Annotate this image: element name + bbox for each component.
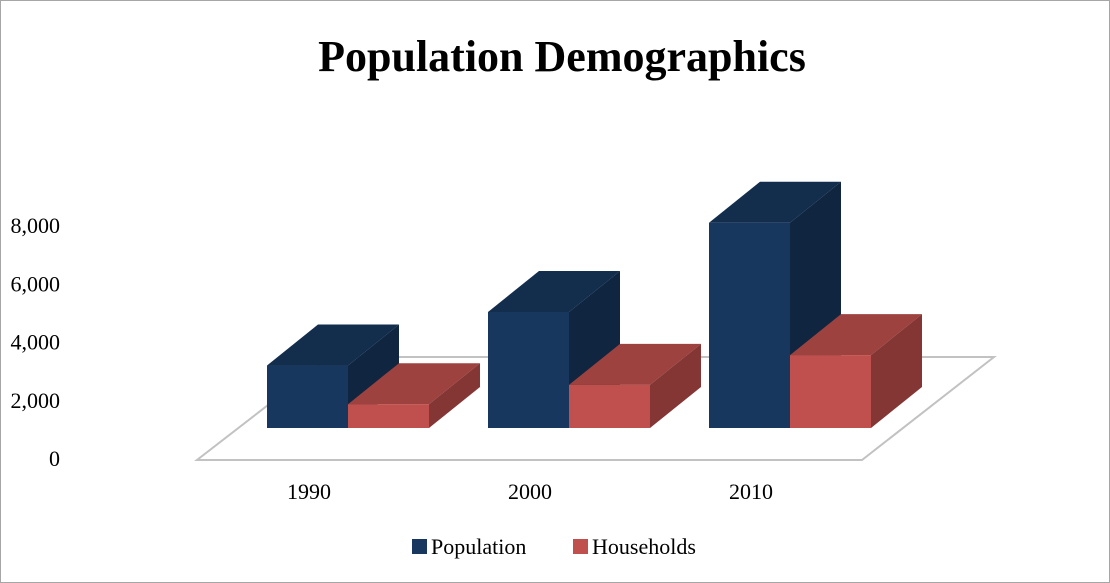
bar-front-face: [569, 384, 650, 428]
bar-households-1990: [348, 363, 480, 428]
bar-top-face: [267, 324, 399, 366]
bar-front-face: [790, 355, 871, 428]
x-tick-label: 2010: [729, 479, 773, 504]
legend-label-households: Households: [592, 534, 696, 559]
bars: [267, 181, 922, 428]
bar-top-face: [790, 314, 922, 356]
x-tick-label: 2000: [508, 479, 552, 504]
bar-front-face: [488, 311, 569, 428]
bar-top-face: [709, 181, 841, 223]
bar-side-face: [650, 343, 701, 428]
x-tick-label: 1990: [287, 479, 331, 504]
bar-households-2010: [790, 314, 922, 428]
bar-households-2000: [569, 343, 701, 428]
legend-swatch-population: [412, 539, 427, 554]
bar-front-face: [709, 222, 790, 428]
y-axis-tick-labels: 0 2,000 4,000 6,000 8,000: [11, 213, 61, 471]
legend-label-population: Population: [431, 534, 526, 559]
legend: Population Households: [412, 534, 696, 559]
chart-title: Population Demographics: [318, 32, 806, 81]
bar-top-face: [488, 270, 620, 312]
bar-side-face: [871, 314, 922, 428]
y-tick-label: 8,000: [11, 213, 61, 238]
bar-top-face: [569, 343, 701, 385]
y-tick-label: 6,000: [11, 271, 61, 296]
bar-front-face: [348, 404, 429, 428]
y-tick-label: 0: [49, 446, 60, 471]
y-tick-label: 4,000: [11, 330, 61, 355]
bar-top-face: [348, 363, 480, 405]
bar-front-face: [267, 365, 348, 428]
legend-swatch-households: [573, 539, 588, 554]
bar-population-1990: [267, 324, 399, 428]
bar-side-face: [429, 363, 480, 428]
y-tick-label: 2,000: [11, 388, 61, 413]
x-axis-tick-labels: 1990 2000 2010: [287, 479, 773, 504]
